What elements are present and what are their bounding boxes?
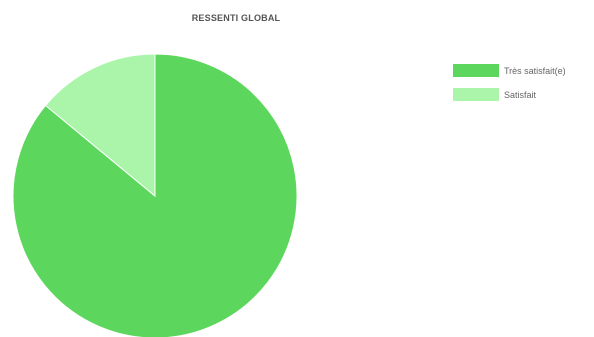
legend-label-1: Très satisfait(e)	[504, 66, 566, 76]
chart-title: RESSENTI GLOBAL	[192, 13, 281, 23]
legend: Très satisfait(e) Satisfait	[453, 64, 566, 101]
pie-slices	[12, 53, 298, 337]
legend-swatch-1	[453, 64, 499, 77]
pie-slice-2	[44, 53, 156, 198]
pie-slice-1	[12, 53, 298, 337]
legend-swatch-2	[453, 88, 499, 101]
legend-label-2: Satisfait	[504, 90, 537, 100]
